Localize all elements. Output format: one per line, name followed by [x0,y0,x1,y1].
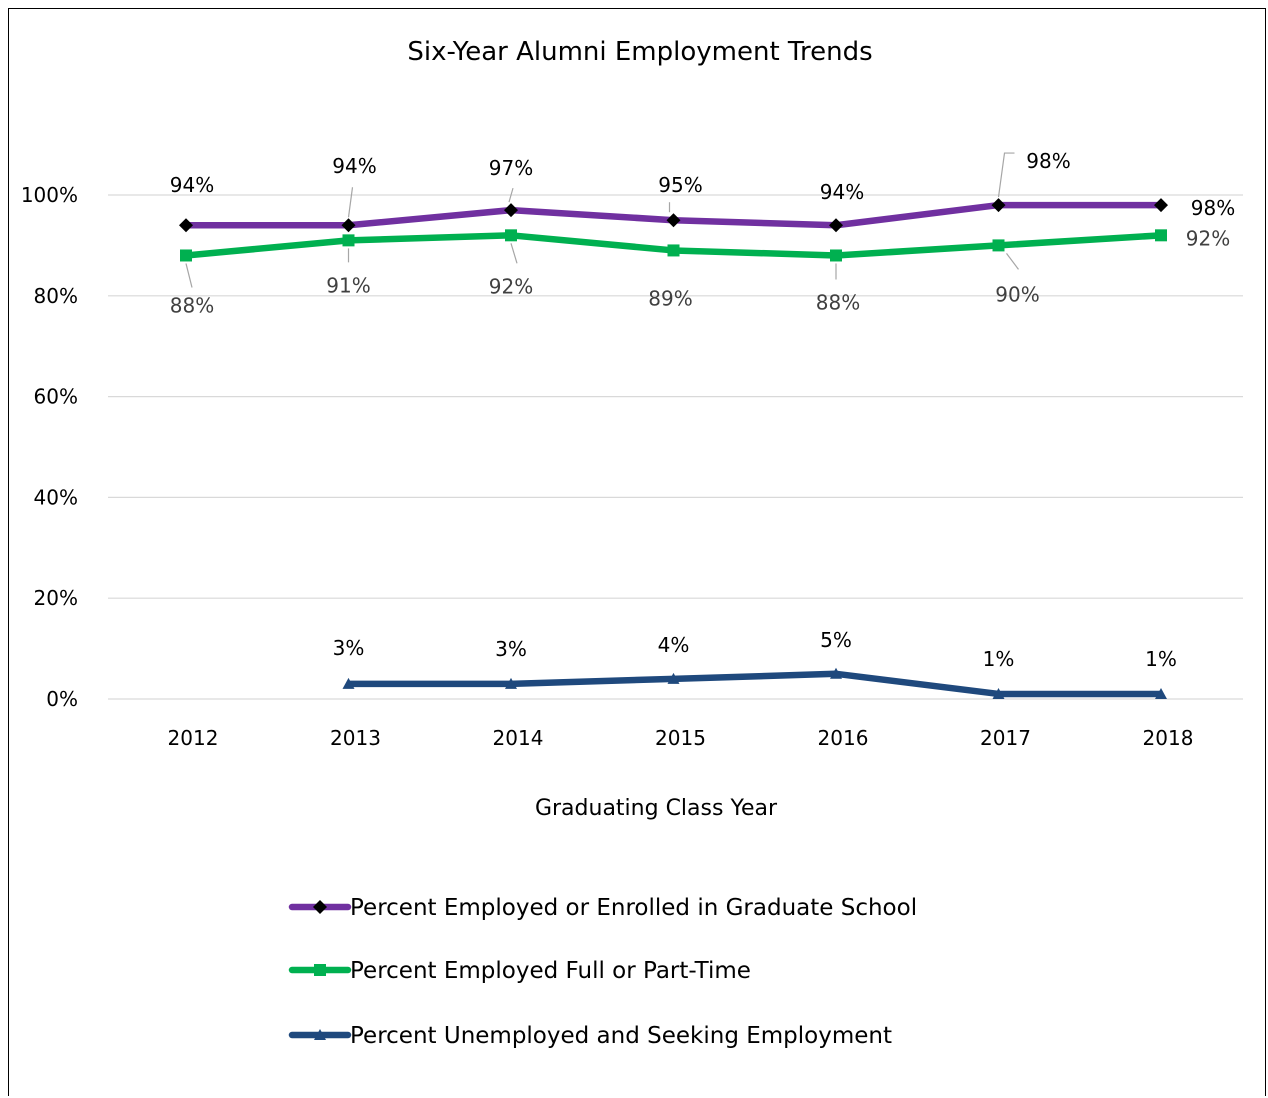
data-label: 3% [333,636,365,660]
legend-item: Percent Employed or Enrolled in Graduate… [288,895,917,921]
x-tick-label: 2013 [330,726,381,750]
data-label: 98% [1191,196,1235,220]
data-point-marker [505,677,517,689]
data-label: 5% [820,628,852,652]
data-point-marker [1155,229,1167,242]
data-point-marker [667,672,680,684]
y-tick-label: 40% [34,485,78,509]
data-point-marker [830,667,842,679]
data-label: 94% [820,180,864,204]
data-label: 88% [170,293,214,317]
data-point-marker [667,244,680,257]
x-axis-ticks: 2012 2013 2014 2015 2016 2017 2018 [168,726,1194,750]
series-line [348,670,1161,698]
leader-line [1006,253,1019,270]
y-axis-ticks: 0% 20% 40% 60% 80% 100% [21,183,78,711]
legend-label: Percent Employed Full or Part-Time [350,958,751,984]
data-point-marker [829,218,843,233]
data-point-marker [666,213,681,228]
data-point-marker [342,234,355,247]
data-label: 92% [489,274,533,298]
x-tick-label: 2016 [818,726,869,750]
x-tick-label: 2018 [1143,726,1194,750]
data-label: 94% [332,154,376,178]
x-tick-label: 2012 [168,726,219,750]
legend-label: Percent Unemployed and Seeking Employmen… [350,1023,892,1049]
series-1 [179,198,1168,233]
leader-line [185,263,193,288]
y-tick-label: 0% [46,687,78,711]
series-lines [179,198,1168,699]
data-point-marker [341,218,356,233]
y-tick-label: 100% [21,183,78,207]
data-point-marker [342,677,355,689]
data-point-marker [314,964,326,976]
data-point-marker [179,218,193,233]
data-label: 3% [495,637,527,661]
series-2 [180,229,1167,262]
data-label: 95% [658,173,702,197]
y-tick-label: 60% [34,385,78,409]
data-point-marker [1155,687,1167,699]
leader-line [347,187,354,218]
gridlines [108,194,1243,700]
legend-item: Percent Employed Full or Part-Time [288,958,751,984]
data-point-marker [313,900,327,914]
chart-title: Six-Year Alumni Employment Trends [407,37,872,67]
data-label: 88% [816,290,860,314]
x-tick-label: 2017 [980,726,1031,750]
leader-line [510,243,518,264]
legend-label: Percent Employed or Enrolled in Graduate… [350,895,917,921]
data-point-marker [504,203,518,218]
x-axis-title: Graduating Class Year [535,796,778,821]
data-point-marker [830,249,842,262]
label-leader-lines [185,152,1019,288]
data-label: 91% [326,273,370,297]
data-label: 97% [489,156,533,180]
leader-line [508,187,514,203]
data-point-marker [180,249,192,262]
y-tick-label: 20% [34,586,78,610]
data-point-marker [992,687,1005,699]
x-tick-label: 2015 [655,726,706,750]
leader-line [997,152,1015,198]
x-tick-label: 2014 [493,726,544,750]
y-tick-label: 80% [34,284,78,308]
legend: Percent Employed or Enrolled in Graduate… [288,895,917,1049]
data-label: 94% [170,173,214,197]
data-label: 92% [1186,226,1230,250]
data-point-marker [992,239,1005,252]
chart-frame [8,8,1266,1096]
data-label: 89% [648,286,692,310]
data-label: 1% [983,647,1015,671]
data-label: 90% [995,282,1039,306]
data-label: 4% [658,633,690,657]
data-labels: 94% 94% 97% 95% 94% 98% 98% 88% 91% 92% 89% 88% 90% 9… [170,149,1235,671]
data-point-marker [314,1029,326,1040]
data-label: 1% [1145,647,1177,671]
data-label: 98% [1026,149,1070,173]
data-point-marker [505,229,517,242]
data-point-marker [991,198,1006,213]
series-3 [342,667,1167,699]
legend-item: Percent Unemployed and Seeking Employmen… [288,1023,892,1049]
data-point-marker [1154,198,1168,213]
